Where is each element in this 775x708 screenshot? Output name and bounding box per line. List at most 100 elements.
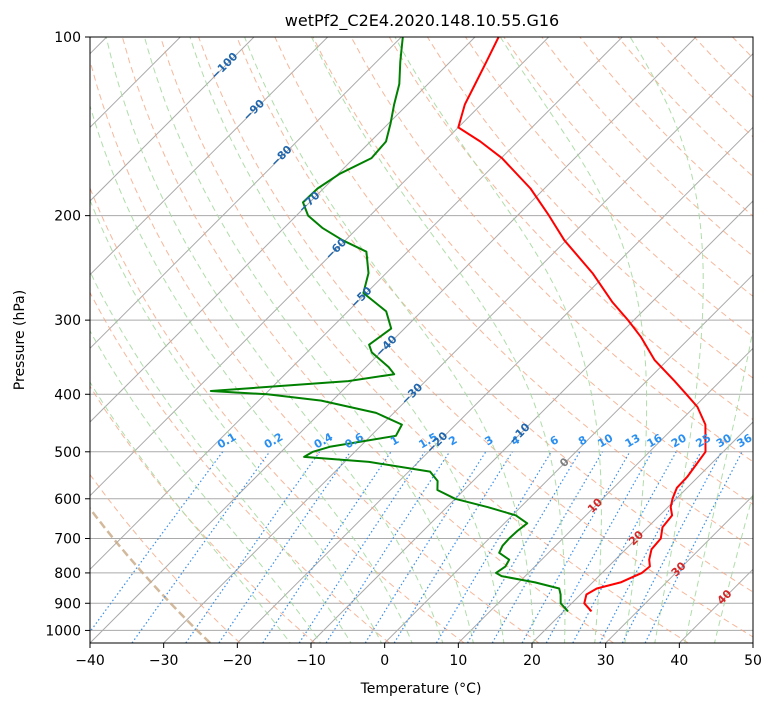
plot-area: 0.1 0.2 0.4 0.6 1 1.5 2 3 4 6 8 10 13 16 20 25 30 36−100−…	[90, 37, 775, 643]
dry-adiabat	[90, 385, 316, 643]
isotherm--90	[90, 37, 329, 276]
mixing-ratio-line	[644, 451, 743, 643]
moist-adiabat	[90, 270, 352, 643]
mixing-ratio-lines	[90, 451, 743, 643]
mixing-ratio-line	[185, 451, 321, 643]
y-tick-label: 100	[54, 30, 81, 46]
y-tick-label: 800	[54, 566, 81, 582]
moist-adiabat	[90, 104, 413, 643]
moist-adiabat	[90, 198, 383, 643]
dry-adiabat	[503, 37, 753, 297]
dry-adiabat	[274, 37, 753, 549]
x-tick-label: 20	[523, 653, 541, 669]
moist-adiabat	[684, 326, 753, 643]
mixing-ratio-label: 25	[694, 431, 714, 450]
moist-adiabat	[629, 37, 704, 643]
dry-adiabat	[90, 58, 540, 643]
isotherm--20	[236, 126, 753, 643]
isotherm-label: −100	[208, 50, 240, 82]
x-tick-label: −30	[149, 653, 179, 669]
isotherm--80	[90, 37, 402, 350]
mixing-ratio-label: 13	[623, 431, 643, 450]
dry-adiabat	[655, 37, 753, 138]
series-lines	[209, 37, 707, 613]
y-tick-label: 400	[54, 387, 81, 403]
y-tick-label: 1000	[45, 623, 81, 639]
moist-adiabat	[713, 492, 753, 643]
dry-adiabat	[236, 37, 753, 593]
dry-adiabat	[771, 37, 775, 643]
moist-adiabat	[90, 381, 291, 643]
x-tick-label: 0	[380, 653, 389, 669]
plot-frame	[89, 36, 754, 644]
mixing-ratio-line	[572, 451, 677, 643]
mixing-ratio-line	[521, 451, 631, 643]
moist-adiabat	[394, 37, 602, 643]
isotherm-10	[457, 347, 753, 643]
isotherm-40	[678, 568, 753, 643]
isotherm-grid	[90, 37, 753, 643]
y-tick-label: 900	[54, 596, 81, 612]
isotherm--30	[163, 52, 753, 643]
dry-adiabat	[312, 37, 753, 506]
dry-adiabat	[90, 473, 241, 643]
isotherm-label: −50	[348, 284, 375, 311]
chart-title: wetPf2_C2E4.2020.148.10.55.G16	[285, 11, 559, 31]
dry-adiabat	[121, 37, 614, 643]
moist-adiabat	[244, 37, 535, 643]
dry-adiabat	[90, 186, 465, 643]
x-axis-title: Temperature (°C)	[360, 681, 482, 697]
mixing-ratio-line	[218, 451, 351, 643]
mixing-ratio-label: 0.2	[262, 430, 285, 451]
mixing-ratio-line	[298, 451, 426, 643]
isotherm--70	[90, 37, 476, 423]
mixing-ratio-line	[466, 451, 581, 643]
isotherm-0	[384, 273, 753, 643]
isotherm--10	[310, 200, 753, 643]
isotherm-20	[531, 421, 753, 643]
mixing-ratio-line	[364, 451, 487, 643]
mixing-ratio-label: 30	[714, 431, 734, 450]
isobar-grid	[90, 37, 753, 631]
dry-adiabat	[160, 37, 689, 643]
y-tick-label: 600	[54, 492, 81, 508]
y-tick-label: 200	[54, 209, 81, 225]
isotherm--40	[90, 37, 697, 643]
mixing-ratio-label: 0.1	[215, 430, 238, 451]
dry-adiabat	[693, 37, 753, 99]
mixing-ratio-label: 1	[388, 433, 401, 448]
mixing-ratio-label: 10	[595, 431, 615, 450]
mixing-ratio-line	[435, 451, 552, 643]
isotherm--100	[90, 37, 255, 202]
mixing-ratio-label: 16	[645, 431, 665, 450]
isotherm-50	[752, 642, 753, 643]
dry-adiabat	[198, 37, 753, 638]
dry-adiabat	[350, 37, 753, 463]
moist-adiabat	[144, 37, 474, 643]
x-tick-label: 30	[597, 653, 615, 669]
x-tick-label: 50	[744, 653, 762, 669]
mixing-ratio-label: 6	[548, 433, 561, 448]
dry-adiabat	[388, 37, 753, 421]
temperature-line	[457, 37, 707, 613]
mixing-ratio-line	[325, 451, 451, 643]
x-tick-label: −20	[223, 653, 253, 669]
mixing-ratio-line	[90, 451, 224, 633]
y-axis-title: Pressure (hPa)	[12, 290, 28, 390]
x-tick-label: 10	[449, 653, 467, 669]
x-tick-label: −10	[296, 653, 326, 669]
y-tick-label: 500	[54, 445, 81, 461]
y-tick-label: 300	[54, 313, 81, 329]
moist-adiabat	[90, 329, 322, 643]
dry-adiabat	[426, 37, 753, 379]
y-tick-label: 700	[54, 532, 81, 548]
moist-adiabat	[189, 37, 505, 643]
mixing-ratio-label: 2	[446, 433, 459, 448]
moist-adiabats	[90, 37, 753, 643]
dry-adiabat	[465, 37, 753, 338]
dry-adiabat	[90, 291, 390, 643]
dry-adiabat-highlight	[90, 506, 211, 643]
mixing-ratio-line	[599, 451, 702, 643]
x-axis: −40 −30 −20 −10 0 10 20 30 40 50	[75, 643, 762, 669]
